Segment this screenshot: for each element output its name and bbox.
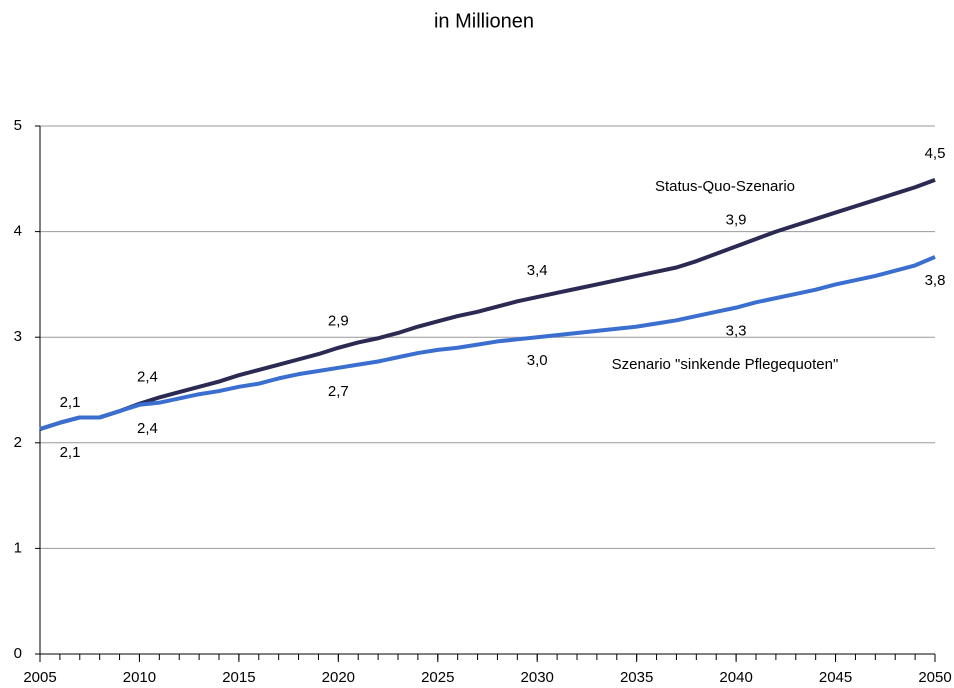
data-label: 2,4	[137, 369, 158, 386]
data-label: 3,4	[527, 262, 548, 279]
x-tick-label: 2035	[620, 669, 653, 686]
y-tick-label: 5	[14, 117, 22, 134]
x-tick-label: 2015	[222, 669, 255, 686]
data-label: 3,0	[527, 352, 548, 369]
y-tick-label: 2	[14, 434, 22, 451]
series-line	[39, 255, 936, 431]
y-tick-label: 1	[14, 539, 22, 556]
x-tick-label: 2050	[918, 669, 951, 686]
data-label: 3,3	[726, 323, 747, 340]
data-label: 3,8	[925, 272, 946, 289]
series-line	[39, 177, 936, 431]
x-tick-label: 2030	[521, 669, 554, 686]
series-label: Status-Quo-Szenario	[655, 178, 795, 195]
y-tick-label: 0	[14, 645, 22, 662]
data-label: 4,5	[925, 145, 946, 162]
data-label: 2,1	[60, 394, 81, 411]
data-label: 2,1	[60, 444, 81, 461]
data-label: 2,7	[328, 383, 349, 400]
data-label: 2,9	[328, 313, 349, 330]
data-label: 2,4	[137, 420, 158, 437]
x-tick-label: 2005	[23, 669, 56, 686]
x-tick-label: 2025	[421, 669, 454, 686]
series-label: Szenario "sinkende Pflegequoten"	[612, 356, 839, 373]
x-tick-label: 2020	[322, 669, 355, 686]
y-tick-label: 4	[14, 223, 22, 240]
x-tick-label: 2040	[719, 669, 752, 686]
x-tick-label: 2045	[819, 669, 852, 686]
chart-title: in Millionen	[434, 10, 534, 32]
x-tick-label: 2010	[123, 669, 156, 686]
y-tick-label: 3	[14, 328, 22, 345]
data-label: 3,9	[726, 211, 747, 228]
